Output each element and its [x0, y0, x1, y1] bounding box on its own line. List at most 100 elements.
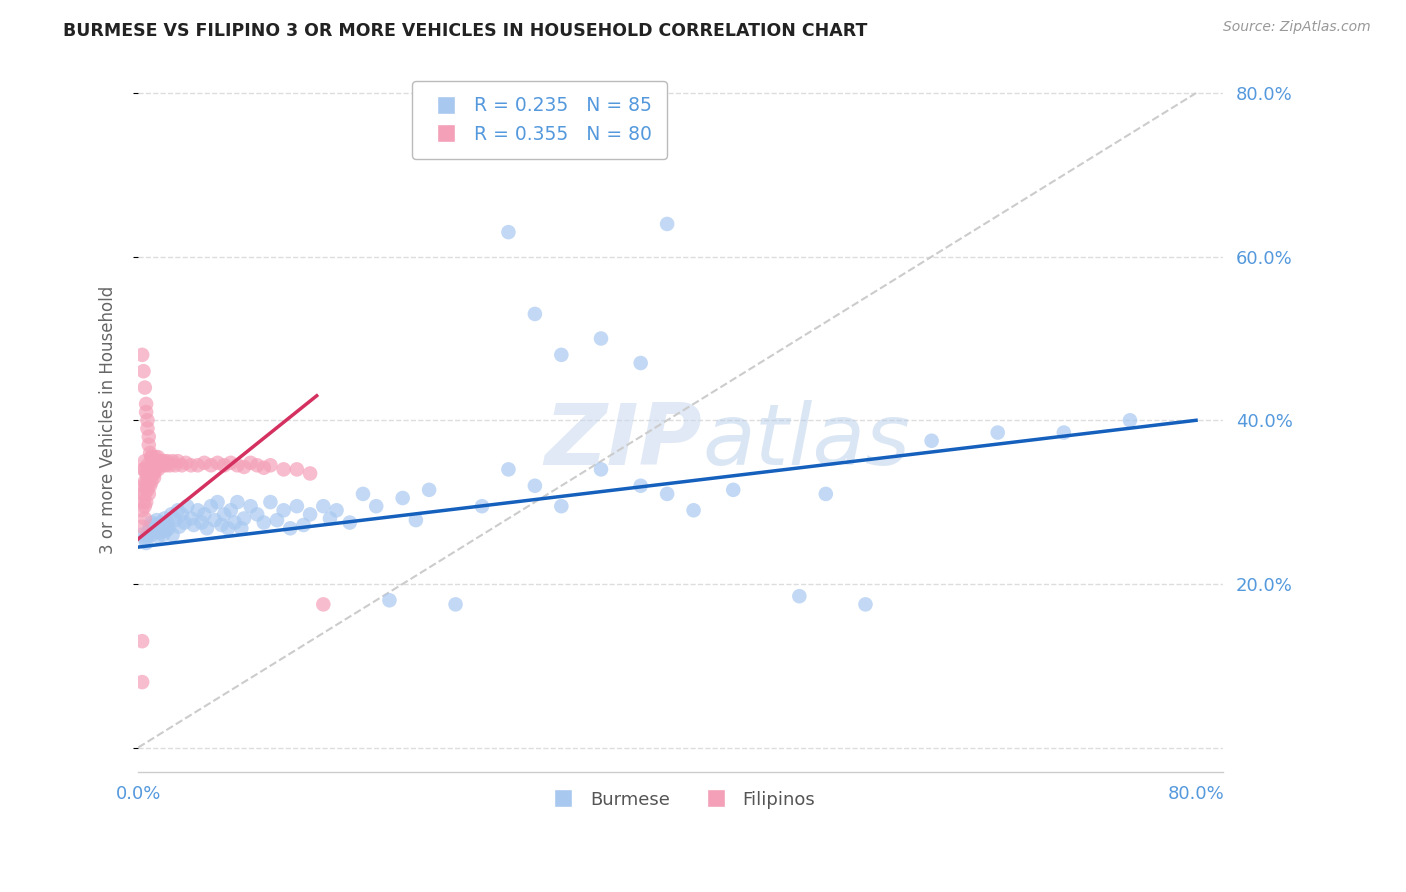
Point: [174, 456, 197, 470]
Point: [200, 458, 222, 473]
Point: [193, 508, 215, 522]
Point: [253, 460, 276, 475]
Point: [167, 454, 190, 468]
Point: [180, 511, 202, 525]
Point: [183, 518, 205, 533]
Point: [418, 483, 440, 497]
Point: [134, 487, 156, 501]
Point: [266, 513, 288, 527]
Point: [138, 438, 160, 452]
Point: [136, 483, 159, 497]
Point: [219, 456, 242, 470]
Point: [149, 516, 172, 530]
Point: [141, 516, 163, 530]
Point: [239, 456, 262, 470]
Point: [134, 475, 156, 489]
Point: [498, 225, 520, 239]
Point: [136, 413, 159, 427]
Point: [134, 532, 156, 546]
Point: [135, 467, 157, 481]
Point: [855, 598, 877, 612]
Point: [132, 495, 155, 509]
Point: [325, 503, 347, 517]
Point: [159, 458, 181, 473]
Text: BURMESE VS FILIPINO 3 OR MORE VEHICLES IN HOUSEHOLD CORRELATION CHART: BURMESE VS FILIPINO 3 OR MORE VEHICLES I…: [63, 22, 868, 40]
Point: [630, 356, 652, 370]
Point: [212, 508, 235, 522]
Point: [148, 454, 170, 468]
Point: [152, 528, 174, 542]
Point: [312, 499, 335, 513]
Point: [152, 458, 174, 473]
Point: [131, 528, 153, 542]
Point: [444, 598, 467, 612]
Point: [135, 479, 157, 493]
Point: [366, 499, 388, 513]
Text: atlas: atlas: [702, 400, 910, 483]
Point: [146, 462, 169, 476]
Point: [233, 511, 256, 525]
Point: [131, 487, 153, 501]
Point: [285, 499, 308, 513]
Point: [139, 467, 162, 481]
Point: [589, 462, 612, 476]
Point: [149, 458, 172, 473]
Point: [176, 499, 198, 513]
Point: [814, 487, 837, 501]
Point: [155, 524, 177, 538]
Point: [162, 528, 184, 542]
Point: [135, 397, 157, 411]
Point: [148, 525, 170, 540]
Point: [352, 487, 374, 501]
Point: [391, 491, 413, 505]
Point: [682, 503, 704, 517]
Point: [231, 521, 253, 535]
Point: [135, 405, 157, 419]
Point: [292, 518, 315, 533]
Point: [157, 521, 180, 535]
Point: [139, 479, 162, 493]
Point: [131, 634, 153, 648]
Point: [143, 470, 166, 484]
Point: [143, 458, 166, 473]
Point: [180, 458, 202, 473]
Point: [1119, 413, 1142, 427]
Point: [142, 467, 165, 481]
Point: [278, 521, 301, 535]
Point: [141, 475, 163, 489]
Point: [319, 511, 342, 525]
Point: [219, 503, 242, 517]
Point: [153, 511, 176, 525]
Point: [195, 521, 218, 535]
Point: [153, 454, 176, 468]
Point: [987, 425, 1010, 440]
Point: [299, 467, 322, 481]
Point: [273, 462, 295, 476]
Point: [253, 516, 276, 530]
Point: [153, 518, 176, 533]
Point: [246, 458, 269, 473]
Point: [655, 487, 678, 501]
Point: [134, 511, 156, 525]
Point: [142, 458, 165, 473]
Point: [141, 450, 163, 464]
Point: [134, 499, 156, 513]
Point: [135, 536, 157, 550]
Point: [146, 450, 169, 464]
Point: [150, 521, 173, 535]
Point: [233, 459, 256, 474]
Point: [142, 458, 165, 473]
Point: [339, 516, 361, 530]
Point: [131, 503, 153, 517]
Point: [226, 458, 249, 473]
Point: [217, 521, 239, 535]
Point: [273, 503, 295, 517]
Point: [259, 495, 281, 509]
Legend: Burmese, Filipinos: Burmese, Filipinos: [538, 783, 823, 816]
Point: [312, 598, 335, 612]
Point: [132, 462, 155, 476]
Point: [523, 307, 546, 321]
Point: [150, 454, 173, 468]
Point: [224, 516, 246, 530]
Point: [138, 487, 160, 501]
